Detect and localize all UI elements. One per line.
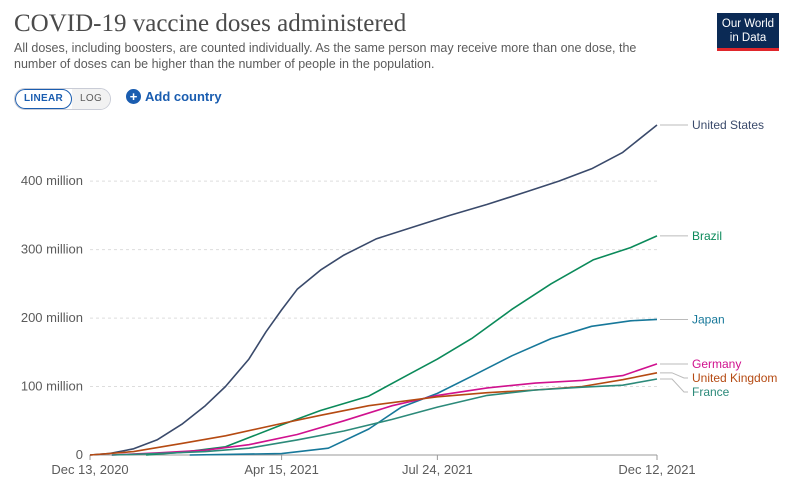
label-connector — [660, 372, 688, 379]
linear-scale-button[interactable]: LINEAR — [15, 89, 73, 109]
series-line-germany — [111, 363, 658, 456]
add-country-button[interactable]: + Add country — [126, 89, 222, 104]
series-line-brazil — [146, 235, 658, 456]
scale-toggle: LINEAR LOG — [14, 88, 112, 110]
series-end-label: Germany — [692, 357, 741, 371]
series-line-france — [111, 378, 658, 456]
x-tick-label: Jul 24, 2021 — [402, 462, 473, 477]
series-line-united-states — [89, 124, 658, 456]
owid-logo[interactable]: Our World in Data — [717, 13, 779, 51]
y-tick-label: 300 million — [21, 242, 83, 257]
y-tick-label: 400 million — [21, 173, 83, 188]
add-country-label: Add country — [145, 89, 222, 104]
series-end-label: Japan — [692, 312, 725, 326]
chart-title: COVID-19 vaccine doses administered — [14, 10, 407, 37]
series-end-label: Brazil — [692, 229, 722, 243]
y-tick-label: 0 — [76, 447, 83, 462]
y-tick-label: 100 million — [21, 379, 83, 394]
chart-subtitle: All doses, including boosters, are count… — [14, 41, 637, 71]
x-tick-label: Dec 12, 2021 — [618, 462, 695, 477]
logo-line-2: in Data — [729, 32, 767, 44]
series-line-japan — [189, 318, 658, 456]
plus-icon: + — [126, 89, 141, 104]
label-connector — [660, 378, 688, 393]
log-scale-button[interactable]: LOG — [72, 89, 111, 109]
y-tick-label: 200 million — [21, 310, 83, 325]
series-end-label: United States — [692, 118, 764, 132]
series-end-label: United Kingdom — [692, 371, 777, 385]
logo-line-1: Our World — [721, 18, 775, 30]
x-tick-label: Apr 15, 2021 — [244, 462, 318, 477]
series-end-label: France — [692, 385, 730, 399]
x-tick-label: Dec 13, 2020 — [51, 462, 128, 477]
series-line-united-kingdom — [89, 372, 658, 456]
